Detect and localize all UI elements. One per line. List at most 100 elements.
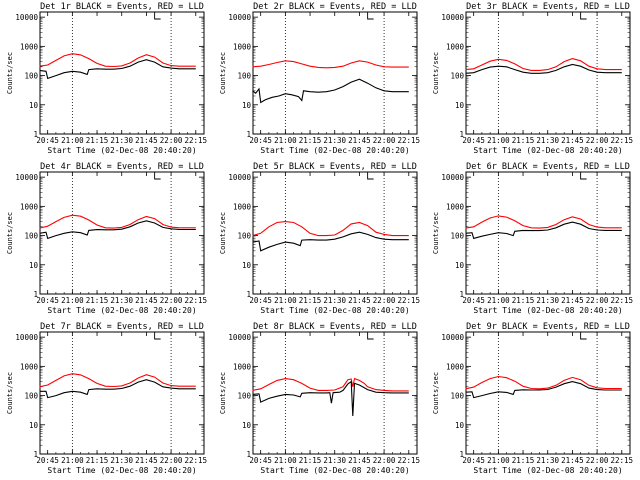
x-tick-label: 21:15 — [86, 136, 109, 145]
y-tick-label: 10000 — [441, 13, 464, 22]
x-tick-label: 21:45 — [135, 296, 158, 305]
interval-marker — [580, 172, 587, 180]
y-tick-label: 10 — [455, 261, 465, 270]
y-axis-label: Counts/sec — [219, 52, 227, 94]
x-axis-label: Start Time (02-Dec-08 20:40:20) — [473, 466, 622, 475]
y-axis-label: Counts/sec — [432, 212, 440, 254]
detector-plot-panel: Det 3r BLACK = Events, RED = LLD 20:45 21:… — [426, 0, 639, 160]
interval-marker — [154, 172, 161, 180]
x-tick-label: 21:45 — [135, 136, 158, 145]
x-tick-label: 22:15 — [397, 456, 420, 465]
chart-title: Det 2r BLACK = Events, RED = LLD — [253, 2, 417, 12]
y-tick-label: 10000 — [15, 173, 38, 182]
x-tick-label: 21:45 — [348, 456, 371, 465]
y-tick-label: 1000 — [20, 42, 39, 51]
y-tick-label: 1 — [33, 450, 38, 459]
x-axis-label: Start Time (02-Dec-08 20:40:20) — [473, 146, 622, 155]
x-tick-label: 22:00 — [586, 456, 609, 465]
chart-title: Det 3r BLACK = Events, RED = LLD — [466, 2, 630, 12]
chart-title: Det 9r BLACK = Events, RED = LLD — [466, 322, 630, 332]
x-tick-label: 21:00 — [61, 296, 84, 305]
x-tick-label: 21:45 — [561, 296, 584, 305]
y-tick-label: 1000 — [20, 362, 39, 371]
x-tick-label: 22:15 — [184, 296, 207, 305]
y-tick-label: 1 — [459, 130, 464, 139]
interval-marker — [154, 12, 161, 20]
x-tick-label: 22:00 — [160, 296, 183, 305]
interval-marker — [367, 332, 374, 340]
y-tick-label: 10000 — [441, 173, 464, 182]
x-tick-label: 20:45 — [36, 136, 59, 145]
y-tick-label: 10 — [29, 101, 39, 110]
x-tick-label: 22:00 — [160, 456, 183, 465]
x-axis-label: Start Time (02-Dec-08 20:40:20) — [260, 466, 409, 475]
series-line-lld — [252, 377, 409, 392]
chart-title: Det 1r BLACK = Events, RED = LLD — [40, 2, 204, 12]
x-tick-label: 22:00 — [586, 136, 609, 145]
series-line-events — [465, 381, 622, 399]
x-tick-label: 21:15 — [512, 456, 535, 465]
detector-plot-panel: Det 2r BLACK = Events, RED = LLD 20:45 21:… — [213, 0, 426, 160]
chart-title: Det 6r BLACK = Events, RED = LLD — [466, 162, 630, 172]
x-tick-label: 22:15 — [397, 296, 420, 305]
y-tick-label: 1 — [246, 130, 251, 139]
chart-title: Det 4r BLACK = Events, RED = LLD — [40, 162, 204, 172]
series-line-lld — [465, 58, 622, 71]
x-tick-label: 21:15 — [512, 296, 535, 305]
y-tick-label: 10000 — [228, 13, 251, 22]
chart-svg: Det 1r BLACK = Events, RED = LLD 20:45 21:… — [6, 2, 207, 155]
detector-plot-panel: Det 1r BLACK = Events, RED = LLD 20:45 21:… — [0, 0, 213, 160]
interval-marker — [580, 332, 587, 340]
x-axis-label: Start Time (02-Dec-08 20:40:20) — [47, 146, 196, 155]
y-tick-label: 100 — [450, 72, 464, 81]
chart-title: Det 5r BLACK = Events, RED = LLD — [253, 162, 417, 172]
detector-plot-panel: Det 4r BLACK = Events, RED = LLD 20:45 21:… — [0, 160, 213, 320]
series-line-lld — [252, 221, 409, 237]
y-tick-label: 1000 — [20, 202, 39, 211]
series-line-events — [39, 379, 196, 399]
detector-plot-panel: Det 8r BLACK = Events, RED = LLD 20:45 21:… — [213, 320, 426, 480]
x-tick-label: 20:45 — [36, 456, 59, 465]
x-tick-label: 20:45 — [249, 136, 272, 145]
series-line-events — [465, 63, 622, 74]
y-tick-label: 10000 — [228, 333, 251, 342]
x-axis-label: Start Time (02-Dec-08 20:40:20) — [47, 306, 196, 315]
y-tick-label: 10 — [242, 261, 252, 270]
y-tick-label: 10000 — [15, 333, 38, 342]
y-tick-label: 1000 — [446, 202, 465, 211]
y-tick-label: 1000 — [446, 42, 465, 51]
y-tick-label: 1000 — [233, 362, 252, 371]
x-tick-label: 21:15 — [299, 456, 322, 465]
y-tick-label: 100 — [24, 72, 38, 81]
y-tick-label: 10 — [242, 101, 252, 110]
x-axis-label: Start Time (02-Dec-08 20:40:20) — [260, 306, 409, 315]
y-tick-label: 100 — [24, 392, 38, 401]
x-tick-label: 21:30 — [536, 456, 559, 465]
x-tick-label: 21:30 — [110, 456, 133, 465]
y-axis-label: Counts/sec — [219, 372, 227, 414]
x-tick-label: 22:15 — [610, 456, 633, 465]
y-axis-label: Counts/sec — [432, 52, 440, 94]
series-line-lld — [39, 53, 196, 68]
series-line-lld — [465, 215, 622, 229]
series-line-events — [39, 220, 196, 240]
x-tick-label: 21:15 — [299, 296, 322, 305]
interval-marker — [154, 332, 161, 340]
y-tick-label: 1 — [459, 290, 464, 299]
series-line-events — [465, 221, 622, 240]
y-tick-label: 100 — [450, 232, 464, 241]
x-tick-label: 22:15 — [610, 136, 633, 145]
x-tick-label: 20:45 — [462, 456, 485, 465]
x-tick-label: 22:15 — [184, 456, 207, 465]
x-tick-label: 21:00 — [487, 296, 510, 305]
y-tick-label: 100 — [237, 72, 251, 81]
x-tick-label: 22:15 — [610, 296, 633, 305]
axes-frame — [465, 171, 631, 295]
x-tick-label: 22:15 — [184, 136, 207, 145]
x-axis-label: Start Time (02-Dec-08 20:40:20) — [47, 466, 196, 475]
x-tick-label: 22:00 — [373, 456, 396, 465]
